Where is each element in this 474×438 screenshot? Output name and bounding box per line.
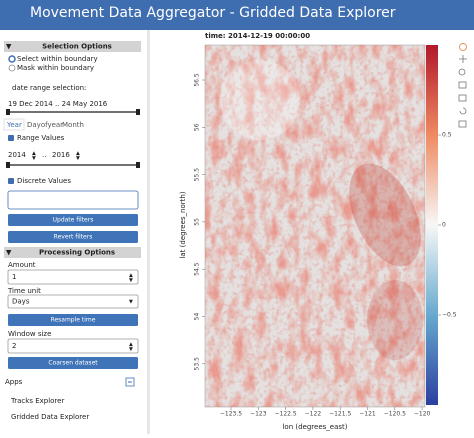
spin-icon[interactable]: ▼ [129, 347, 133, 353]
y-tick-label: 56 [194, 123, 201, 131]
x-tick-label: −122.5 [274, 411, 296, 418]
app-link[interactable]: Gridded Data Explorer [11, 413, 89, 421]
y-tick-label: 54 [194, 313, 201, 321]
spin-icon[interactable]: ▼ [32, 156, 36, 162]
heatmap-hotspot [367, 280, 423, 360]
logo-icon [459, 43, 467, 51]
checkbox[interactable] [8, 135, 14, 141]
tab[interactable]: Month [62, 121, 84, 129]
x-tick-label: −123.5 [220, 411, 242, 418]
pan-icon[interactable] [459, 55, 467, 63]
checkbox[interactable] [8, 178, 14, 184]
x-tick-label: −123 [250, 411, 267, 418]
y-tick-label: 54.5 [194, 262, 201, 276]
dropdown-icon: ▼ [129, 299, 133, 305]
separator: .. [42, 151, 46, 159]
date-range: 19 Dec 2014 .. 24 May 2016 [8, 100, 108, 108]
apps-title: Apps [5, 378, 23, 386]
section-header[interactable] [4, 41, 141, 52]
tab[interactable]: Dayofyear [27, 121, 63, 129]
x-tick-label: −120 [414, 411, 431, 418]
range-start: 2014 [8, 151, 26, 159]
colorbar-tick-label: 0.5 [442, 132, 452, 139]
heatmap-pale [220, 60, 300, 140]
x-tick-label: −121 [359, 411, 376, 418]
spin-icon[interactable]: ▲ [32, 151, 36, 157]
field-label: Window size [8, 330, 51, 338]
save-icon[interactable] [458, 94, 467, 102]
collapse-icon: ▼ [6, 249, 12, 257]
x-axis-label: lon (degrees_east) [282, 423, 347, 431]
toolbar [458, 43, 467, 128]
spin-icon[interactable]: ▲ [129, 342, 133, 348]
field-label: Time unit [7, 287, 41, 295]
button[interactable] [8, 314, 138, 326]
heatmap-texture [205, 45, 425, 407]
spin-icon[interactable]: ▼ [76, 156, 80, 162]
app-title: Movement Data Aggregator - Gridded Data … [30, 5, 396, 21]
slider-handle[interactable] [136, 109, 140, 115]
number-input[interactable] [7, 269, 139, 285]
section-title: Processing Options [39, 249, 115, 257]
spin-icon[interactable]: ▲ [76, 151, 80, 157]
radio[interactable] [8, 64, 16, 72]
y-tick-label: 55 [194, 218, 201, 226]
plot-title: time: 2014-12-19 00:00:00 [205, 32, 310, 40]
button-label: Resample time [51, 317, 96, 324]
scrollbar[interactable] [147, 30, 150, 434]
field-label: date range selection: [12, 84, 86, 92]
button[interactable] [8, 214, 138, 226]
text-area[interactable] [7, 190, 139, 210]
header-bar [0, 0, 474, 30]
y-tick-label: 53.5 [194, 357, 201, 371]
app-link[interactable]: Tracks Explorer [10, 397, 64, 405]
section-header[interactable] [4, 247, 141, 258]
reset-icon[interactable] [459, 107, 467, 115]
field-label: Amount [8, 261, 36, 269]
button-label: Revert filters [54, 234, 93, 241]
button[interactable] [8, 231, 138, 243]
radio-selected[interactable] [8, 55, 16, 63]
button-label: Coarsen dataset [48, 360, 98, 367]
button-label: Update filters [53, 217, 94, 224]
collapse-icon: ▼ [6, 43, 12, 51]
x-tick-label: −122 [305, 411, 322, 418]
colorbar [426, 45, 438, 405]
section-title: Selection Options [42, 43, 112, 51]
radio-label: Select within boundary [17, 55, 98, 63]
colorbar-tick-label: 0 [442, 222, 446, 229]
button[interactable] [8, 357, 138, 369]
tab[interactable]: Year [6, 121, 22, 129]
checkbox-label: Range Values [17, 134, 65, 142]
x-tick-label: −120.5 [384, 411, 406, 418]
y-axis-label: lat (degrees_north) [179, 191, 187, 258]
tab-active[interactable] [3, 118, 25, 131]
number-input[interactable] [7, 338, 139, 354]
y-tick-label: 55.5 [194, 168, 201, 182]
hover-icon[interactable] [458, 120, 467, 128]
x-tick-label: −121.5 [329, 411, 351, 418]
plot-frame [204, 44, 426, 408]
slider-handle[interactable] [6, 109, 10, 115]
slider-handle[interactable] [6, 162, 10, 168]
input-value: 1 [12, 273, 16, 281]
input-value: 2 [12, 342, 16, 350]
zoom-icon[interactable] [458, 68, 466, 76]
spin-icon[interactable]: ▼ [129, 278, 133, 284]
box-zoom-icon[interactable] [458, 81, 467, 89]
heatmap [205, 45, 425, 407]
slider-handle[interactable] [136, 162, 140, 168]
colorbar-tick-label: −0.5 [442, 312, 457, 319]
select-value: Days [12, 298, 30, 306]
checkbox-label: Discrete Values [17, 177, 71, 185]
range-end: 2016 [52, 151, 70, 159]
select[interactable] [7, 294, 139, 309]
radio-label: Mask within boundary [17, 64, 94, 72]
spin-icon[interactable]: ▲ [129, 273, 133, 279]
y-tick-label: 56.5 [194, 73, 201, 87]
heatmap-hotspot [349, 163, 421, 267]
